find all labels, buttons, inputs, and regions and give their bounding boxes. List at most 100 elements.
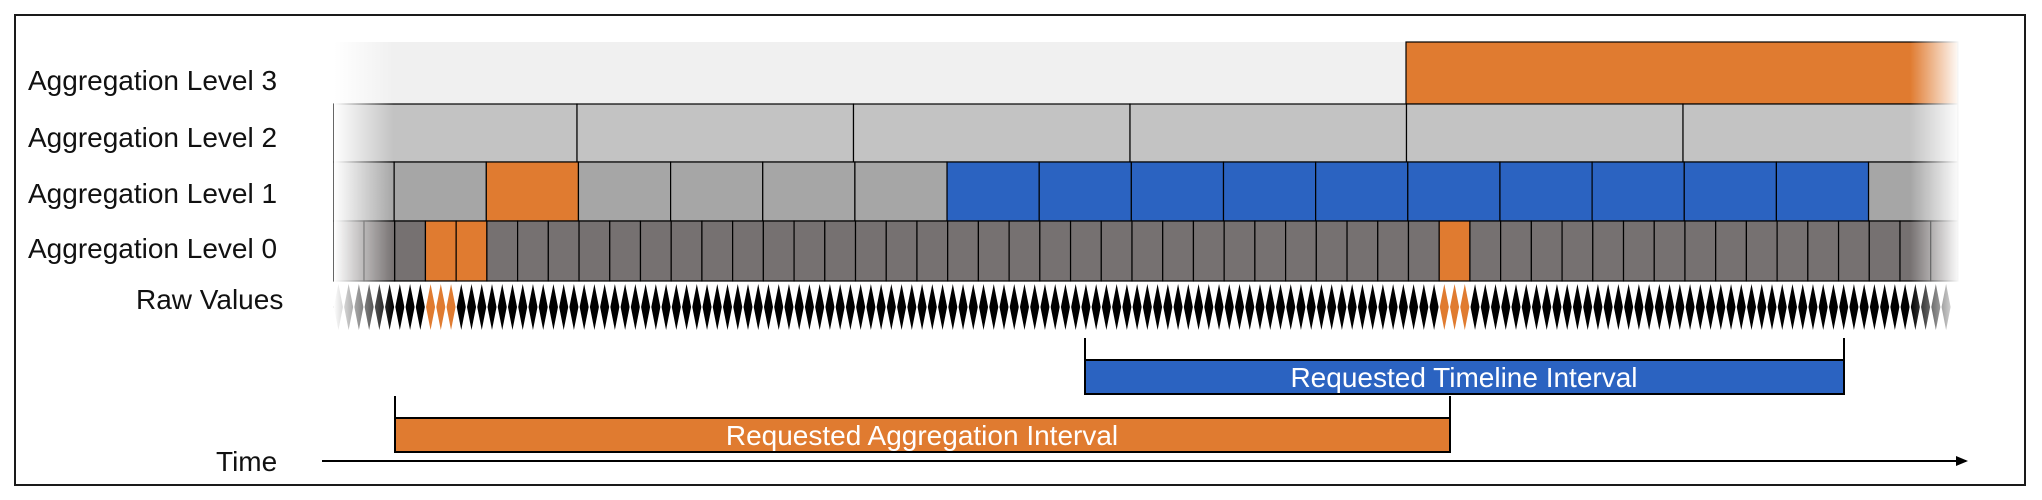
raw-value-marker: [1112, 284, 1122, 330]
raw-value-marker: [559, 284, 569, 330]
raw-value-marker: [1501, 284, 1511, 330]
level2-block: [576, 103, 855, 163]
raw-value-marker: [1665, 284, 1675, 330]
raw-value-marker: [1869, 284, 1879, 330]
raw-value-marker: [436, 284, 446, 330]
raw-value-marker: [1603, 284, 1613, 330]
level0-block: [977, 220, 1010, 282]
raw-value-marker: [1849, 284, 1859, 330]
raw-value-marker: [1542, 284, 1552, 330]
raw-value-marker: [1491, 284, 1501, 330]
raw-value-marker: [415, 284, 425, 330]
raw-value-marker: [927, 284, 937, 330]
raw-value-marker: [1450, 284, 1460, 330]
level0-block: [609, 220, 642, 282]
raw-value-marker: [1327, 284, 1337, 330]
raw-value-marker: [1839, 284, 1849, 330]
raw-value-marker: [1101, 284, 1111, 330]
raw-value-marker: [661, 284, 671, 330]
raw-value-marker: [733, 284, 743, 330]
raw-value-marker: [467, 284, 477, 330]
label-aggregation-level-1: Aggregation Level 1: [28, 178, 278, 209]
level0-block: [1469, 220, 1502, 282]
raw-value-marker: [958, 284, 968, 330]
level1-block: [1315, 161, 1409, 222]
level1-block: [1038, 161, 1132, 222]
level0-block: [1377, 220, 1410, 282]
level2-block: [1405, 103, 1684, 163]
level1-block: [1222, 161, 1317, 222]
raw-value-marker: [1265, 284, 1275, 330]
level0-block: [516, 220, 549, 282]
level1-block: [1130, 161, 1225, 222]
raw-value-marker: [999, 284, 1009, 330]
raw-value-marker: [1531, 284, 1541, 330]
raw-value-marker: [1142, 284, 1152, 330]
raw-value-marker: [1368, 284, 1378, 330]
label-aggregation-level-0: Aggregation Level 0: [28, 233, 278, 264]
raw-value-marker: [1716, 284, 1726, 330]
raw-value-marker: [917, 284, 927, 330]
raw-value-marker: [1316, 284, 1326, 330]
raw-value-marker: [1419, 284, 1429, 330]
raw-value-marker: [1347, 284, 1357, 330]
raw-value-marker: [1808, 284, 1818, 330]
level1-block: [1683, 161, 1778, 222]
raw-value-marker: [835, 284, 845, 330]
raw-value-marker: [1122, 284, 1132, 330]
aggregation-level-1-row: [333, 161, 1959, 222]
level0-block: [1561, 220, 1594, 282]
aggregation-interval-bracket: [394, 396, 1451, 419]
raw-value-marker: [979, 284, 989, 330]
raw-value-marker: [1726, 284, 1736, 330]
raw-value-marker: [1337, 284, 1347, 330]
raw-value-marker: [1030, 284, 1040, 330]
level2-block: [1129, 103, 1408, 163]
timeline-interval-bar: [1084, 359, 1845, 395]
requested-timeline-interval: Requested Timeline Interval: [1084, 338, 1845, 395]
raw-value-marker: [1153, 284, 1163, 330]
raw-value-marker: [845, 284, 855, 330]
raw-value-marker: [456, 284, 466, 330]
raw-value-marker: [1214, 284, 1224, 330]
raw-value-marker: [1880, 284, 1890, 330]
level0-block: [1530, 220, 1563, 282]
raw-value-marker: [1071, 284, 1081, 330]
raw-value-marker: [1777, 284, 1787, 330]
raw-value-marker: [723, 284, 733, 330]
level0-block: [1254, 220, 1287, 282]
level0-block: [1776, 220, 1809, 282]
raw-value-marker: [794, 284, 804, 330]
raw-value-marker: [395, 284, 405, 330]
level0-block: [793, 220, 826, 282]
aggregation-level-0-row: [333, 220, 1959, 282]
raw-value-marker: [753, 284, 763, 330]
raw-value-marker: [1439, 284, 1449, 330]
raw-value-marker: [600, 284, 610, 330]
raw-value-marker: [938, 284, 948, 330]
raw-value-marker: [1173, 284, 1183, 330]
level3-block: [1405, 41, 1959, 105]
raw-value-marker: [1460, 284, 1470, 330]
raw-value-marker: [1470, 284, 1480, 330]
level1-block: [762, 161, 856, 222]
raw-value-marker: [1306, 284, 1316, 330]
timeline-interval-label: Requested Timeline Interval: [1290, 362, 1637, 393]
level2-block: [852, 103, 1131, 163]
raw-value-marker: [1757, 284, 1767, 330]
raw-value-marker: [1747, 284, 1757, 330]
level1-block: [669, 161, 764, 222]
raw-value-marker: [825, 284, 835, 330]
level1-block: [1591, 161, 1685, 222]
raw-value-marker: [1480, 284, 1490, 330]
level1-block: [1499, 161, 1593, 222]
aggregation-interval-label: Requested Aggregation Interval: [726, 420, 1118, 451]
raw-value-marker: [856, 284, 866, 330]
label-aggregation-level-2: Aggregation Level 2: [28, 122, 278, 153]
level0-block: [455, 220, 488, 282]
raw-value-marker: [968, 284, 978, 330]
raw-value-marker: [630, 284, 640, 330]
level0-block: [1745, 220, 1778, 282]
level0-block: [1315, 220, 1348, 282]
raw-value-marker: [1275, 284, 1285, 330]
